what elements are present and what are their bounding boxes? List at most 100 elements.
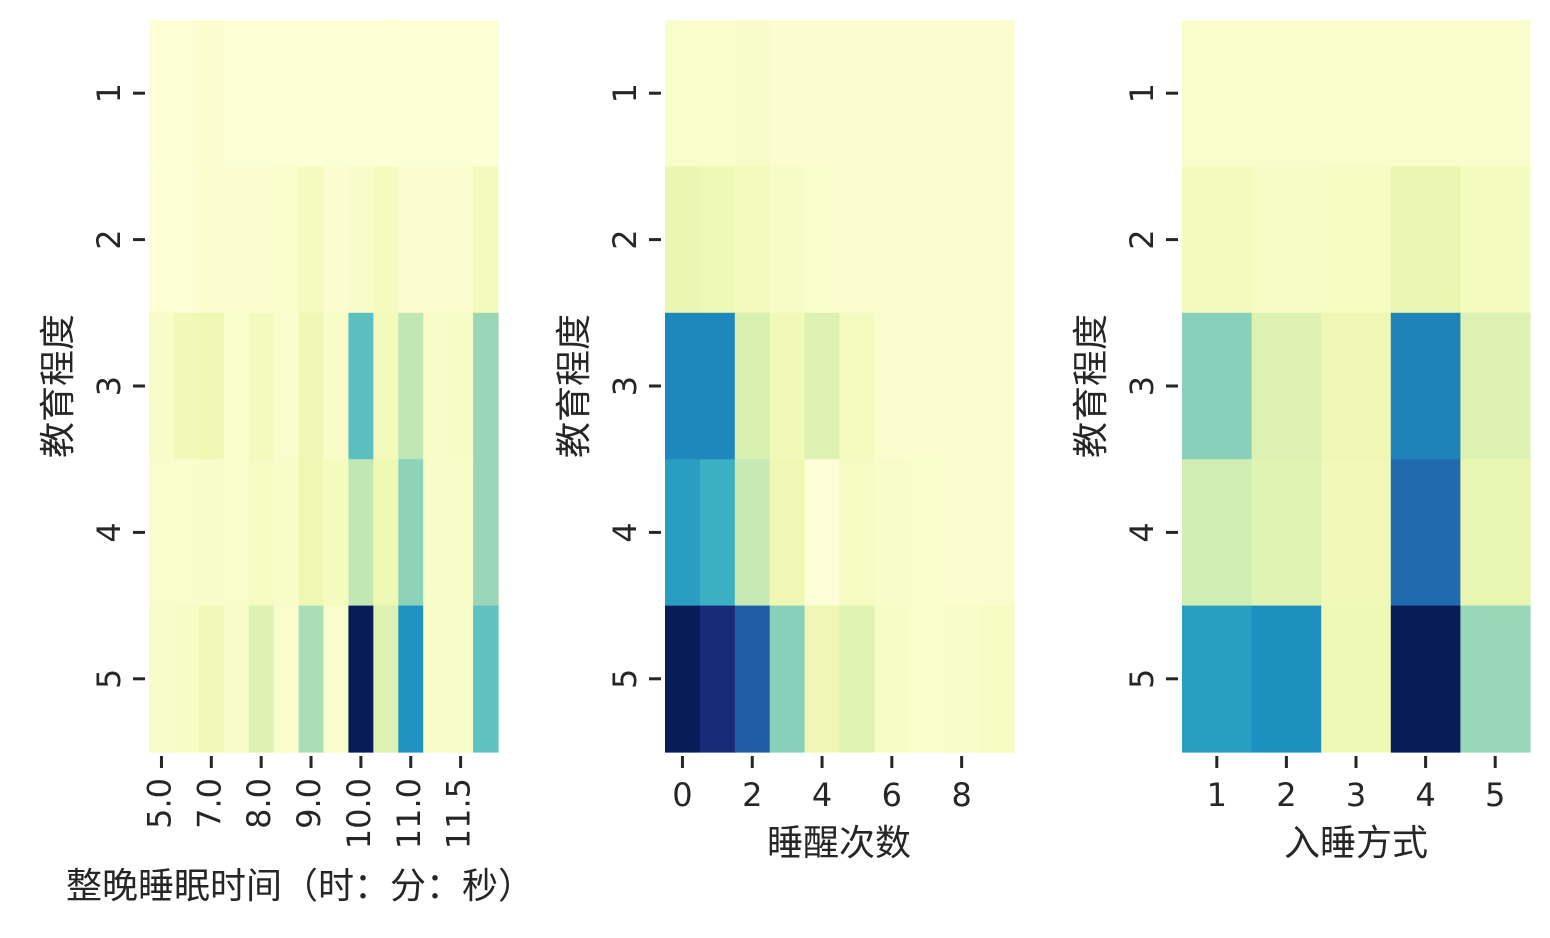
x-tick-label: 1 (1207, 776, 1227, 814)
heatmap-cell (944, 20, 980, 167)
heatmap-cell (348, 312, 374, 460)
heatmap-cell (1251, 312, 1322, 460)
x-tick-label: 4 (812, 776, 832, 814)
heatmap-cell (1321, 312, 1392, 460)
heatmap-cell (248, 312, 275, 460)
heatmap-cell (1182, 20, 1253, 167)
heatmap-cell (665, 605, 701, 753)
x-tick-label: 0 (672, 776, 692, 814)
heatmap-cell (223, 166, 250, 314)
heatmap-cell (1460, 20, 1531, 167)
heatmap-cell (909, 459, 945, 607)
x-tick-label: 5 (1485, 776, 1505, 814)
heatmap-cell (149, 605, 175, 753)
y-tick-label: 5 (90, 669, 128, 689)
y-tick-label: 3 (90, 376, 128, 396)
y-tick-label: 5 (606, 669, 644, 689)
heatmap-cell (448, 459, 474, 607)
heatmap-cell (423, 459, 449, 607)
heatmap-cell (298, 166, 325, 314)
heatmap-cell (804, 312, 841, 460)
x-axis-label: 睡醒次数 (767, 823, 911, 864)
heatmap-cell (734, 605, 771, 753)
y-tick-label: 2 (606, 229, 644, 249)
heatmap-cell (1390, 20, 1461, 167)
heatmap-cell (373, 312, 399, 460)
heatmap-cell (323, 20, 350, 167)
heatmap-cell (874, 166, 910, 314)
heatmap-cell (699, 20, 736, 167)
heatmap-cell (149, 166, 175, 314)
y-tick-label: 2 (1123, 229, 1161, 249)
heatmap-cell (804, 605, 841, 753)
y-axis-label: 教育程度 (38, 314, 79, 458)
x-tick-label: 11.5 (440, 778, 478, 849)
heatmap-cell (979, 20, 1015, 167)
y-tick-label: 1 (606, 83, 644, 103)
heatmap-cell (448, 312, 474, 460)
heatmap-cell (298, 312, 325, 460)
heatmap-cell (473, 166, 499, 314)
heatmap-cell (348, 20, 374, 167)
heatmap-cell (273, 166, 300, 314)
heatmap-cell (874, 459, 910, 607)
heatmap-cell (1390, 605, 1461, 753)
heatmap-cell (944, 312, 980, 460)
y-axis-label: 教育程度 (554, 314, 595, 458)
heatmap-cell (1460, 459, 1531, 607)
heatmap-cell (298, 605, 325, 753)
heatmap-cell (223, 20, 250, 167)
heatmap-cell (909, 312, 945, 460)
heatmap-cell (248, 20, 275, 167)
heatmap-cell (734, 20, 771, 167)
heatmap-cell (1321, 20, 1392, 167)
x-axis-label: 入睡方式 (1284, 823, 1428, 864)
y-tick-label: 2 (90, 229, 128, 249)
heatmap-cell (398, 166, 424, 314)
heatmap-cell (373, 459, 399, 607)
heatmap-cell (448, 605, 474, 753)
heatmap-cell (323, 605, 350, 753)
y-tick-label: 5 (1123, 669, 1161, 689)
heatmap-cell (198, 166, 225, 314)
heatmap-cell (874, 20, 910, 167)
y-tick-label: 3 (606, 376, 644, 396)
heatmap-cell (979, 605, 1015, 753)
heatmap-cell (448, 166, 474, 314)
heatmap-cell (699, 312, 736, 460)
heatmap-cell (1460, 312, 1531, 460)
heatmap-cell (839, 312, 875, 460)
heatmap-cell (665, 312, 701, 460)
heatmap-cell (839, 20, 875, 167)
y-axis-label: 教育程度 (1071, 314, 1112, 458)
heatmap-cell (323, 459, 350, 607)
heatmap-cell (323, 166, 350, 314)
heatmap-cell (298, 20, 325, 167)
heatmap-cell (373, 20, 399, 167)
heatmap-cell (804, 166, 841, 314)
heatmap-cell (223, 605, 250, 753)
heatmap-cell (1321, 605, 1392, 753)
y-tick-label: 4 (606, 522, 644, 542)
heatmap-cell (398, 312, 424, 460)
heatmap-cell (373, 605, 399, 753)
x-tick-label: 9.0 (290, 778, 328, 829)
heatmap-cell (198, 605, 225, 753)
heatmap-cell (173, 312, 200, 460)
heatmap-cell (769, 605, 806, 753)
heatmap-cell (665, 459, 701, 607)
heatmap-cell (248, 605, 275, 753)
x-tick-label: 2 (1276, 776, 1296, 814)
heatmap-cell (769, 312, 806, 460)
heatmap-cell (198, 312, 225, 460)
heatmap-cell (944, 605, 980, 753)
heatmap-cell (149, 459, 175, 607)
heatmap-cell (1460, 166, 1531, 314)
heatmap-cell (839, 166, 875, 314)
heatmap-cell (944, 459, 980, 607)
y-tick-label: 3 (1123, 376, 1161, 396)
heatmap-cell (1251, 605, 1322, 753)
heatmap-cell (173, 605, 200, 753)
heatmap-cell (198, 20, 225, 167)
heatmap-cell (223, 312, 250, 460)
